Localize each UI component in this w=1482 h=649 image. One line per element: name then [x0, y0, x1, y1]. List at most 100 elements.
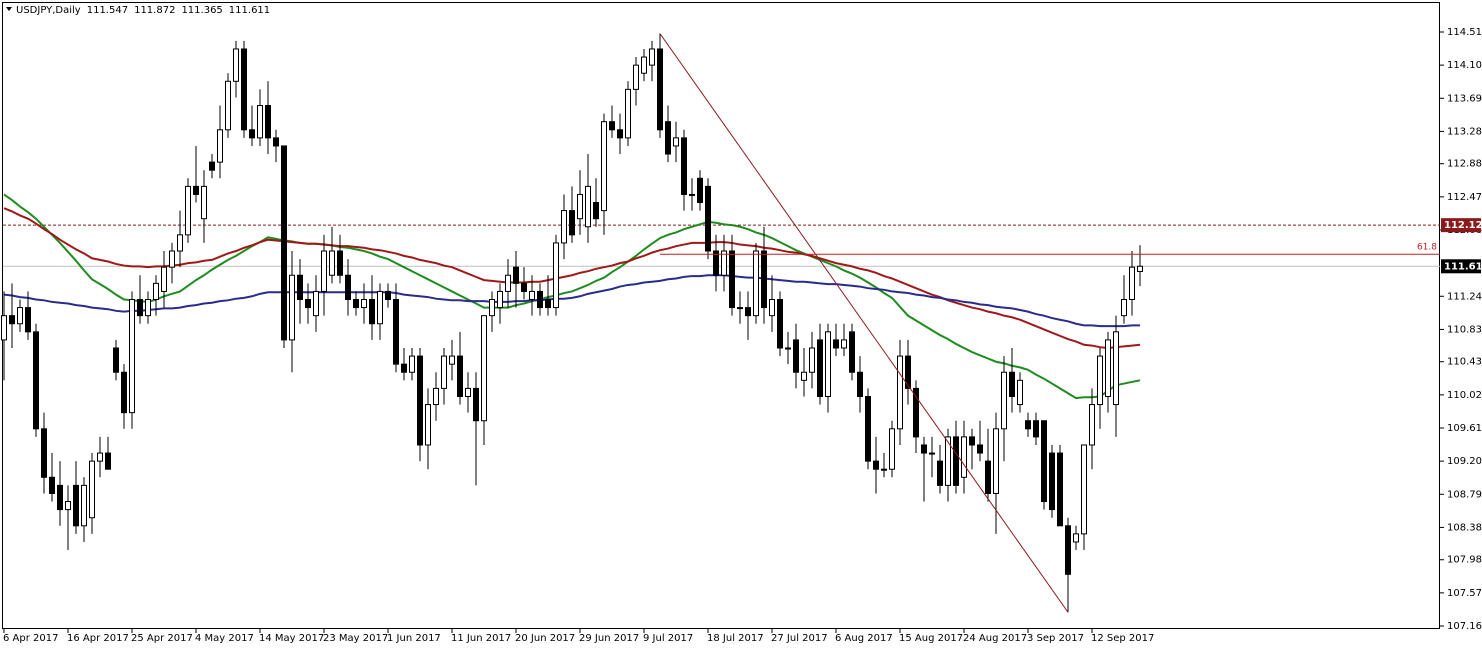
- candle-body: [1001, 371, 1007, 430]
- candle-body: [449, 355, 455, 365]
- candle-body: [377, 290, 383, 325]
- candle-body: [369, 299, 375, 325]
- candle-body: [425, 404, 431, 446]
- candle-body: [1073, 533, 1079, 543]
- candle-body: [961, 436, 967, 478]
- candle-body: [113, 347, 119, 373]
- candle-body: [905, 355, 911, 389]
- candle-body: [329, 250, 335, 276]
- candle-body: [1129, 266, 1135, 301]
- candle-body: [857, 371, 863, 397]
- candle-body: [761, 250, 767, 309]
- candle-body: [305, 299, 311, 309]
- candle-body: [729, 250, 735, 309]
- candle-body: [385, 290, 391, 301]
- moving-average: [3, 274, 1140, 328]
- candle-body: [513, 266, 519, 284]
- candle-body: [17, 307, 23, 325]
- candle-body: [337, 250, 343, 276]
- candle-body: [657, 48, 663, 131]
- x-tick-label: 1 Jun 2017: [387, 633, 441, 644]
- candle-body: [297, 274, 303, 301]
- price-box: [1441, 259, 1481, 274]
- menu-arrow[interactable]: [6, 7, 12, 11]
- candle-body: [665, 121, 671, 155]
- candle-body: [689, 193, 695, 196]
- candle-body: [209, 161, 215, 171]
- candle-body: [97, 452, 103, 462]
- y-tick-label: 112.880: [1447, 159, 1482, 170]
- candle-body: [441, 355, 447, 389]
- candle-body: [753, 250, 759, 317]
- x-tick-label: 20 Jun 2017: [515, 633, 575, 644]
- candle-body: [1089, 404, 1095, 446]
- candle-body: [41, 428, 47, 478]
- candle-body: [1025, 420, 1031, 430]
- candle-body: [249, 129, 255, 139]
- candle-body: [593, 202, 599, 220]
- candle-body: [1049, 452, 1055, 511]
- candle-body: [921, 444, 927, 454]
- candle-body: [153, 282, 159, 301]
- candle-body: [1097, 355, 1103, 406]
- candle-body: [433, 387, 439, 406]
- candle-body: [1137, 265, 1143, 272]
- candle-body: [985, 460, 991, 494]
- candle-body: [105, 452, 111, 470]
- candle-body: [865, 395, 871, 462]
- candle-body: [793, 339, 799, 373]
- candle-body: [289, 274, 295, 341]
- y-tick-label: 109.610: [1447, 423, 1482, 434]
- candle-body: [281, 145, 287, 341]
- y-tick-label: 111.240: [1447, 291, 1482, 302]
- candle-body: [953, 436, 959, 486]
- y-tick-label: 113.280: [1447, 126, 1482, 137]
- candle-body: [505, 274, 511, 292]
- candle-body: [169, 250, 175, 268]
- candle-body: [129, 299, 135, 414]
- candle-body: [65, 501, 71, 511]
- candle-body: [1, 315, 7, 341]
- candle-body: [1121, 299, 1127, 317]
- candle-body: [705, 185, 711, 252]
- x-tick-label: 25 Apr 2017: [131, 633, 193, 644]
- candle-body: [225, 80, 231, 131]
- candle-body: [1041, 420, 1047, 503]
- candle-body: [841, 339, 847, 349]
- candle-body: [257, 105, 263, 139]
- candle-body: [89, 460, 95, 519]
- candle-body: [625, 88, 631, 139]
- candle-body: [897, 355, 903, 430]
- x-tick-label: 27 Jul 2017: [771, 633, 828, 644]
- candle-body: [57, 484, 63, 511]
- candle-body: [1105, 339, 1111, 397]
- candle-body: [81, 484, 87, 527]
- candle-body: [1065, 525, 1071, 575]
- candle-body: [177, 234, 183, 252]
- candle-body: [1009, 371, 1015, 397]
- chart-title: USDJPY,Daily 111.547 111.872 111.365 111.611: [16, 5, 270, 16]
- x-tick-label: 3 Sep 2017: [1027, 633, 1084, 644]
- y-tick-label: 107.160: [1447, 621, 1482, 632]
- fib-label: 61.8: [1417, 243, 1437, 253]
- ohlc-high: 111.872: [134, 5, 175, 16]
- candle-body: [193, 185, 199, 195]
- candle-body: [265, 105, 271, 139]
- candle-body: [569, 210, 575, 236]
- candle-body: [121, 371, 127, 414]
- candle-body: [73, 484, 79, 527]
- ohlc-open: 111.547: [87, 5, 128, 16]
- candle-body: [785, 347, 791, 350]
- candle-body: [993, 428, 999, 494]
- candle-body: [529, 290, 535, 301]
- candle-body: [201, 185, 207, 220]
- candle-body: [409, 355, 415, 373]
- candle-body: [721, 250, 727, 276]
- candle-body: [1017, 379, 1023, 406]
- candle-body: [889, 428, 895, 470]
- candle-body: [609, 121, 615, 131]
- candle-body: [145, 299, 151, 317]
- candle-body: [25, 307, 31, 333]
